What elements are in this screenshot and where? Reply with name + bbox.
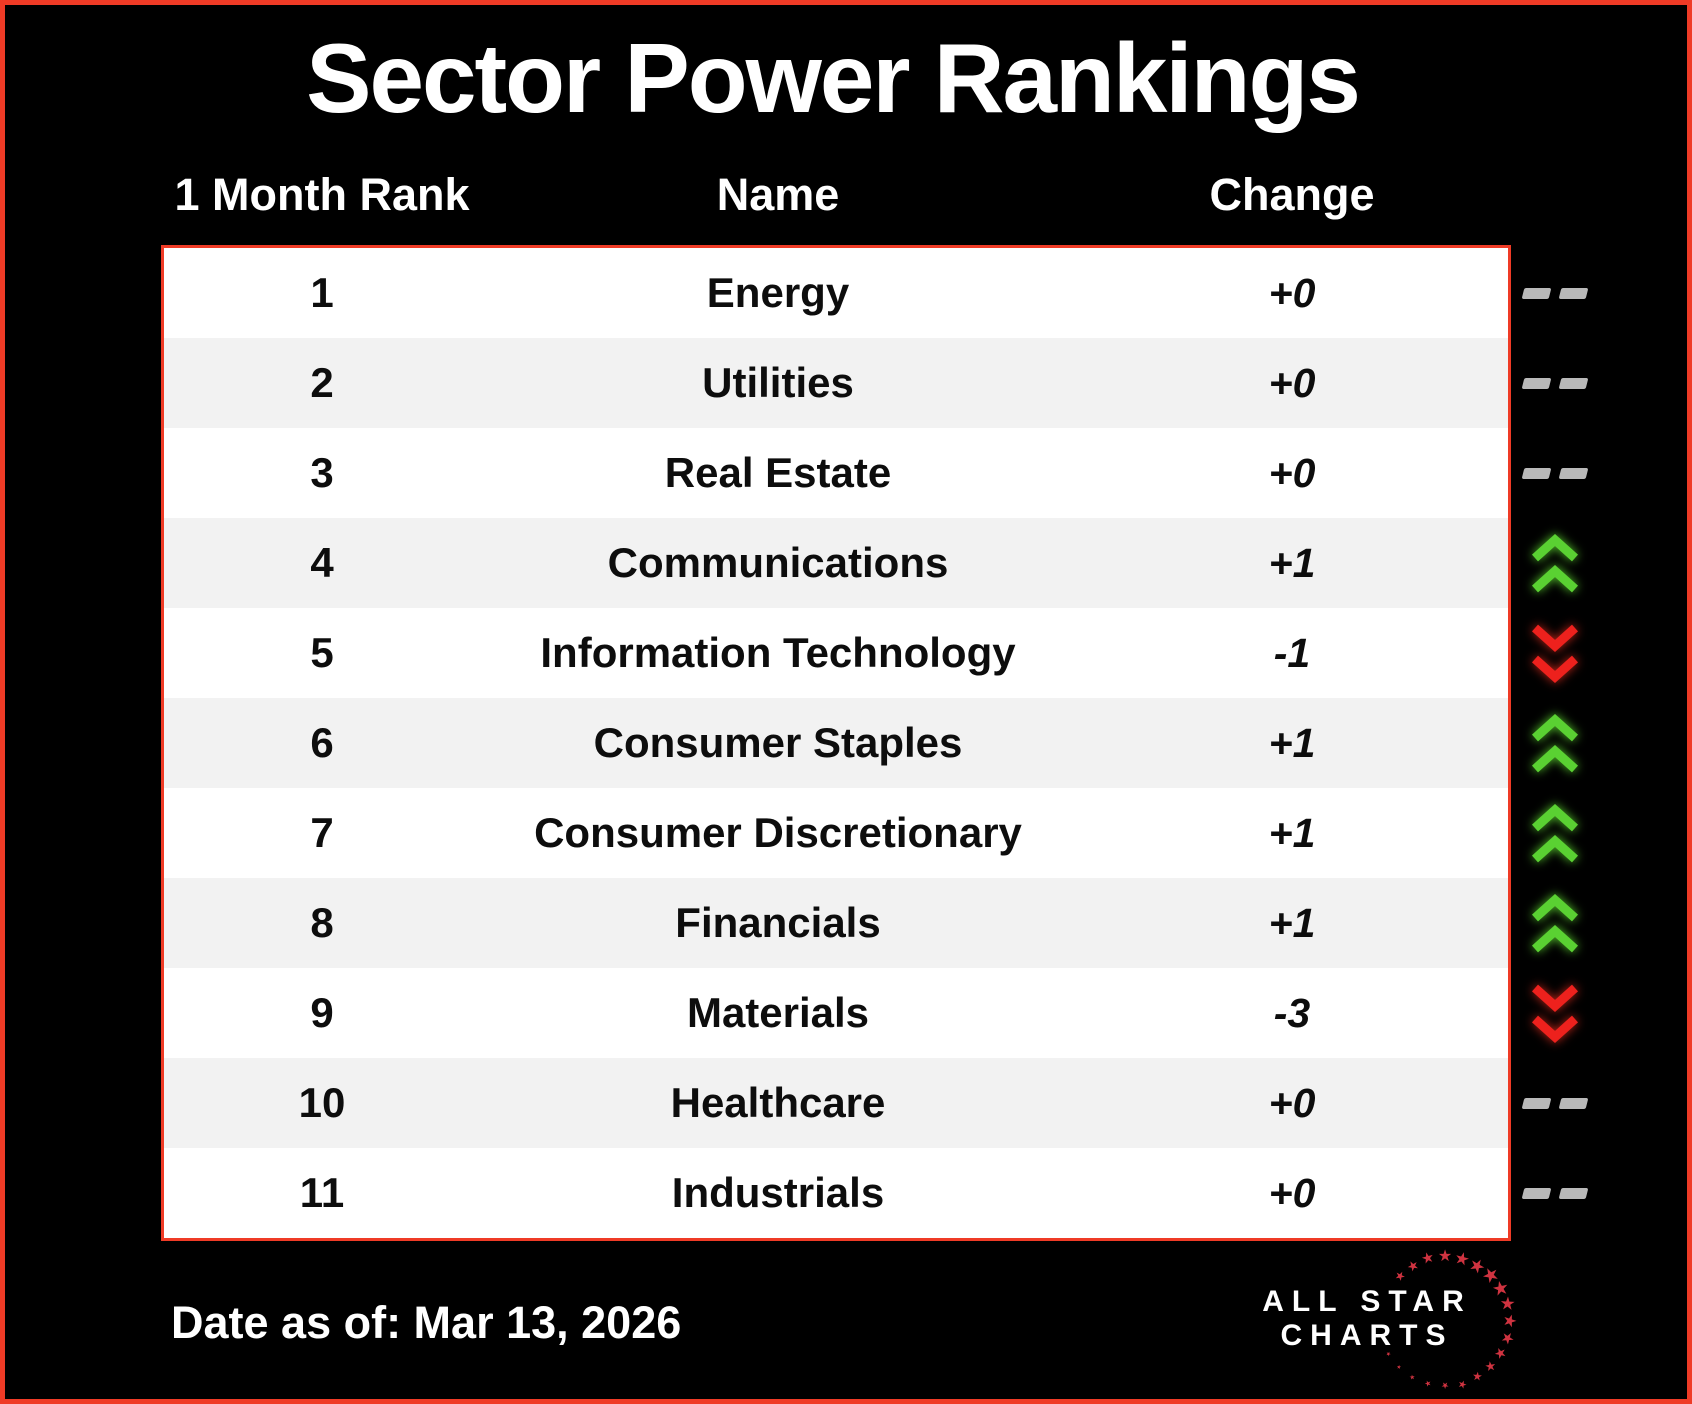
- change-cell: +0: [1268, 1079, 1316, 1126]
- table-row: 3 Real Estate +0: [164, 428, 1508, 518]
- table-row: 5 Information Technology -1: [164, 608, 1508, 698]
- rank-cell: 8: [310, 899, 334, 946]
- allstarcharts-logo: ALL STAR CHARTS: [1237, 1285, 1497, 1353]
- table-row: 10 Healthcare +0: [164, 1058, 1508, 1148]
- name-cell: Materials: [686, 989, 870, 1036]
- change-cell: +0: [1268, 1169, 1316, 1216]
- table-row: 6 Consumer Staples +1: [164, 698, 1508, 788]
- change-indicator: [1517, 878, 1593, 968]
- rank-cell: 2: [310, 359, 334, 406]
- change-indicator: [1517, 428, 1593, 518]
- double-up-chevron-icon: [1528, 893, 1582, 954]
- no-change-dashes-icon: [1521, 467, 1589, 479]
- rank-cell: 7: [310, 809, 334, 856]
- rankings-table: 1 Energy +0 2 Utilities +0 3 Real Estate +0 4 Comm…: [161, 245, 1511, 1241]
- change-indicator: [1517, 788, 1593, 878]
- double-down-chevron-icon: [1528, 983, 1582, 1044]
- name-cell: Information Technology: [540, 629, 1016, 676]
- rank-cell: 3: [310, 449, 334, 496]
- star-icon: ★: [1440, 1380, 1450, 1391]
- change-cell: +1: [1268, 539, 1316, 586]
- change-cell: -3: [1273, 989, 1311, 1036]
- table-row: 4 Communications +1: [164, 518, 1508, 608]
- name-cell: Industrials: [671, 1169, 885, 1216]
- name-cell: Healthcare: [670, 1079, 886, 1126]
- rank-cell: 4: [310, 539, 334, 586]
- rank-cell: 10: [298, 1079, 346, 1126]
- name-cell: Utilities: [702, 359, 854, 406]
- star-icon: ★: [1395, 1362, 1404, 1371]
- double-up-chevron-icon: [1528, 803, 1582, 864]
- no-change-dashes-icon: [1521, 377, 1589, 389]
- star-icon: ★: [1437, 1248, 1453, 1266]
- change-indicator-column: [1517, 248, 1593, 1238]
- change-cell: +0: [1268, 269, 1316, 316]
- name-cell: Financials: [675, 899, 881, 946]
- star-icon: ★: [1455, 1376, 1468, 1391]
- name-cell: Communications: [607, 539, 949, 586]
- table-row: 11 Industrials +0: [164, 1148, 1508, 1238]
- table-row: 1 Energy +0: [164, 248, 1508, 338]
- rank-cell: 5: [310, 629, 334, 676]
- page-title: Sector Power Rankings: [306, 23, 1361, 133]
- no-change-dashes-icon: [1521, 1187, 1589, 1199]
- change-indicator: [1517, 338, 1593, 428]
- header-name-column: Name: [716, 169, 840, 220]
- star-icon: ★: [1423, 1377, 1433, 1389]
- change-cell: +0: [1268, 449, 1316, 496]
- as-of-date-label: Date as of: Mar 13, 2026: [171, 1297, 682, 1348]
- table-row: 8 Financials +1: [164, 878, 1508, 968]
- table-header: 1 Month Rank Name Change: [164, 157, 1508, 233]
- name-cell: Energy: [706, 269, 850, 316]
- change-cell: -1: [1273, 629, 1311, 676]
- logo-line-allstar: ALL STAR: [1262, 1285, 1472, 1318]
- change-indicator: [1517, 698, 1593, 788]
- change-indicator: [1517, 1148, 1593, 1238]
- no-change-dashes-icon: [1521, 287, 1589, 299]
- star-icon: ★: [1500, 1313, 1520, 1329]
- change-indicator: [1517, 518, 1593, 608]
- change-cell: +0: [1268, 359, 1316, 406]
- rank-cell: 1: [310, 269, 334, 316]
- star-icon: ★: [1497, 1328, 1518, 1347]
- double-down-chevron-icon: [1528, 623, 1582, 684]
- double-up-chevron-icon: [1528, 713, 1582, 774]
- header-change-column: Change: [1209, 169, 1375, 220]
- change-indicator: [1517, 968, 1593, 1058]
- change-cell: +1: [1268, 719, 1316, 766]
- table-row: 2 Utilities +0: [164, 338, 1508, 428]
- star-icon: ★: [1469, 1368, 1485, 1385]
- star-icon: ★: [1390, 1266, 1409, 1285]
- no-change-dashes-icon: [1521, 1097, 1589, 1109]
- star-icon: ★: [1496, 1293, 1520, 1315]
- name-cell: Real Estate: [664, 449, 892, 496]
- logo-line-charts: CHARTS: [1280, 1319, 1454, 1352]
- double-up-chevron-icon: [1528, 533, 1582, 594]
- change-indicator: [1517, 608, 1593, 698]
- star-icon: ★: [1481, 1357, 1501, 1377]
- change-cell: +1: [1268, 809, 1316, 856]
- table-row: 7 Consumer Discretionary +1: [164, 788, 1508, 878]
- rank-cell: 11: [299, 1169, 345, 1216]
- star-icon: ★: [1419, 1249, 1437, 1269]
- table-row: 9 Materials -3: [164, 968, 1508, 1058]
- star-icon: ★: [1408, 1372, 1417, 1382]
- header-rank-column: 1 Month Rank: [174, 169, 470, 220]
- name-cell: Consumer Discretionary: [534, 809, 1022, 856]
- rank-cell: 6: [310, 719, 334, 766]
- name-cell: Consumer Staples: [593, 719, 963, 766]
- change-cell: +1: [1268, 899, 1316, 946]
- change-indicator: [1517, 248, 1593, 338]
- star-icon: ★: [1403, 1255, 1422, 1275]
- rank-cell: 9: [310, 989, 334, 1036]
- change-indicator: [1517, 1058, 1593, 1148]
